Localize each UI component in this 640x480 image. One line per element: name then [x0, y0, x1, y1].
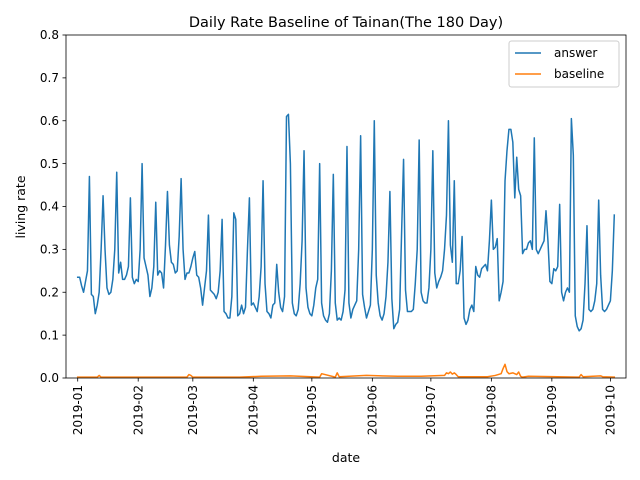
chart-title: Daily Rate Baseline of Tainan(The 180 Da… [189, 15, 503, 31]
y-tick-label: 0.6 [40, 114, 59, 128]
x-tick-label: 2019-03 [186, 385, 200, 435]
y-tick-label: 0.8 [40, 28, 59, 42]
x-tick-label: 2019-08 [485, 385, 499, 435]
y-axis: 0.0 0.1 0.2 0.3 0.4 0.5 0.6 0.7 0.8 [40, 28, 66, 385]
series-line-baseline [76, 363, 616, 378]
x-tick-label: 2019-02 [131, 385, 145, 435]
x-tick-label: 2019-05 [305, 385, 319, 435]
x-axis-label: date [332, 450, 360, 465]
x-tick-label: 2019-06 [366, 385, 380, 435]
x-axis: 2019-01 2019-02 2019-03 2019-04 2019-05 2019-… [71, 378, 618, 435]
y-tick-label: 0.4 [40, 200, 59, 214]
y-tick-label: 0.0 [40, 371, 59, 385]
y-axis-label: living rate [13, 175, 28, 238]
x-tick-label: 2019-07 [424, 385, 438, 435]
legend: answer baseline [508, 40, 620, 88]
y-tick-label: 0.1 [40, 328, 59, 342]
y-tick-label: 0.3 [40, 243, 59, 257]
legend-label-baseline: baseline [554, 67, 604, 81]
series-line-answer [76, 113, 616, 332]
y-tick-label: 0.5 [40, 157, 59, 171]
x-tick-label: 2019-01 [71, 385, 85, 435]
x-tick-label: 2019-10 [604, 385, 618, 435]
legend-label-answer: answer [554, 46, 597, 60]
y-tick-label: 0.2 [40, 285, 59, 299]
x-tick-label: 2019-09 [545, 385, 559, 435]
y-tick-label: 0.7 [40, 71, 59, 85]
x-tick-label: 2019-04 [247, 385, 261, 435]
